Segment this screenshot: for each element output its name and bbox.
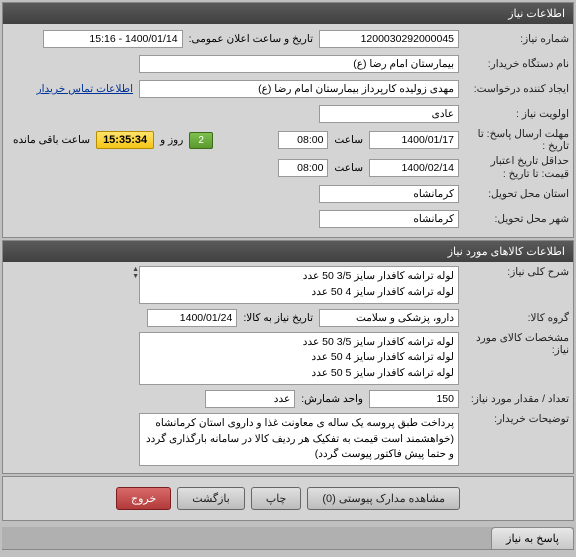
row-qty: تعداد / مقدار مورد نیاز: 150 واحد شمارش:… <box>7 388 569 410</box>
deadline-time-label: ساعت <box>334 134 363 146</box>
days-label: روز و <box>160 134 183 146</box>
row-device: نام دستگاه خریدار: بیمارستان امام رضا (ع… <box>7 53 569 75</box>
group-label: گروه کالا: <box>459 312 569 324</box>
validity-label: حداقل تاریخ اعتبار قیمت: تا تاریخ : <box>459 155 569 180</box>
action-bar: مشاهده مدارک پیوستی (0) چاپ بازگشت خروج <box>2 476 574 521</box>
desc-label: شرح کلی نیاز: <box>459 266 569 278</box>
priority-field: عادی <box>319 105 459 123</box>
attach-count: (0) <box>322 493 335 505</box>
need-number-label: شماره نیاز: <box>459 33 569 45</box>
creator-field: مهدی زولیده کارپرداز بیمارستان امام رضا … <box>139 80 459 98</box>
back-button[interactable]: بازگشت <box>177 487 245 510</box>
remain-label: ساعت باقی مانده <box>13 134 90 146</box>
need-date-field: 1400/01/24 <box>147 309 237 327</box>
spec-field: لوله تراشه کافدار سایز 3/5 50 عدد لوله ت… <box>139 332 459 385</box>
desc-field: لوله تراشه کافدار سایز 3/5 50 عدد لوله ت… <box>139 266 459 304</box>
countdown-badge: 15:35:34 <box>96 131 154 149</box>
attach-label: مشاهده مدارک پیوستی <box>339 493 445 505</box>
validity-time-label: ساعت <box>334 162 363 174</box>
print-button[interactable]: چاپ <box>251 487 302 510</box>
need-date-label: تاریخ نیاز به کالا: <box>243 312 313 324</box>
row-need-number: شماره نیاز: 1200030292000045 تاریخ و ساع… <box>7 28 569 50</box>
row-creator: ایجاد کننده درخواست: مهدی زولیده کارپردا… <box>7 78 569 100</box>
row-desc: شرح کلی نیاز: لوله تراشه کافدار سایز 3/5… <box>7 266 569 304</box>
note-label: توضیحات خریدار: <box>459 413 569 425</box>
city-field: کرمانشاه <box>319 210 459 228</box>
row-province: استان محل تحویل: کرمانشاه <box>7 183 569 205</box>
need-number-field: 1200030292000045 <box>319 30 459 48</box>
goods-info-body: شرح کلی نیاز: لوله تراشه کافدار سایز 3/5… <box>3 262 573 473</box>
tab-bar: پاسخ به نیاز <box>2 527 574 550</box>
validity-time-field: 08:00 <box>278 159 328 177</box>
device-label: نام دستگاه خریدار: <box>459 58 569 70</box>
view-attachments-button[interactable]: مشاهده مدارک پیوستی (0) <box>307 487 460 510</box>
public-date-label: تاریخ و ساعت اعلان عمومی: <box>189 33 313 45</box>
creator-label: ایجاد کننده درخواست: <box>459 83 569 95</box>
goods-info-panel: اطلاعات کالاهای مورد نیاز شرح کلی نیاز: … <box>2 240 574 474</box>
row-group: گروه کالا: دارو، پزشکی و سلامت تاریخ نیا… <box>7 307 569 329</box>
scroll-icon[interactable]: ▲▼ <box>132 266 139 280</box>
province-label: استان محل تحویل: <box>459 188 569 200</box>
row-city: شهر محل تحویل: کرمانشاه <box>7 208 569 230</box>
row-priority: اولویت نیاز : عادی <box>7 103 569 125</box>
city-label: شهر محل تحویل: <box>459 213 569 225</box>
row-spec: مشخصات کالای مورد نیاز: لوله تراشه کافدا… <box>7 332 569 385</box>
validity-label-2: تا تاریخ : <box>503 168 539 180</box>
row-deadline: مهلت ارسال پاسخ: تا تاریخ : 1400/01/17 س… <box>7 128 569 152</box>
tab-reply[interactable]: پاسخ به نیاز <box>491 527 574 549</box>
row-note: توضیحات خریدار: پرداخت طبق پروسه یک ساله… <box>7 413 569 466</box>
need-info-body: شماره نیاز: 1200030292000045 تاریخ و ساع… <box>3 24 573 237</box>
need-info-panel: اطلاعات نیاز شماره نیاز: 120003029200004… <box>2 2 574 238</box>
note-field: پرداخت طبق پروسه یک ساله ی معاونت غذا و … <box>139 413 459 466</box>
validity-date-field: 1400/02/14 <box>369 159 459 177</box>
deadline-label: مهلت ارسال پاسخ: تا تاریخ : <box>459 128 569 152</box>
province-field: کرمانشاه <box>319 185 459 203</box>
qty-label: تعداد / مقدار مورد نیاز: <box>459 393 569 405</box>
goods-info-header: اطلاعات کالاهای مورد نیاز <box>3 241 573 262</box>
need-info-header: اطلاعات نیاز <box>3 3 573 24</box>
unit-label: واحد شمارش: <box>301 393 363 405</box>
priority-label: اولویت نیاز : <box>459 108 569 120</box>
unit-field: عدد <box>205 390 295 408</box>
group-field: دارو، پزشکی و سلامت <box>319 309 459 327</box>
exit-button[interactable]: خروج <box>116 487 171 510</box>
contact-info-link[interactable]: اطلاعات تماس خریدار <box>37 83 133 95</box>
device-field: بیمارستان امام رضا (ع) <box>139 55 459 73</box>
deadline-time-field: 08:00 <box>278 131 328 149</box>
spec-label: مشخصات کالای مورد نیاز: <box>459 332 569 356</box>
row-validity: حداقل تاریخ اعتبار قیمت: تا تاریخ : 1400… <box>7 155 569 180</box>
deadline-date-field: 1400/01/17 <box>369 131 459 149</box>
qty-field: 150 <box>369 390 459 408</box>
days-remaining-badge: 2 <box>189 132 213 149</box>
public-date-field: 1400/01/14 - 15:16 <box>43 30 183 48</box>
